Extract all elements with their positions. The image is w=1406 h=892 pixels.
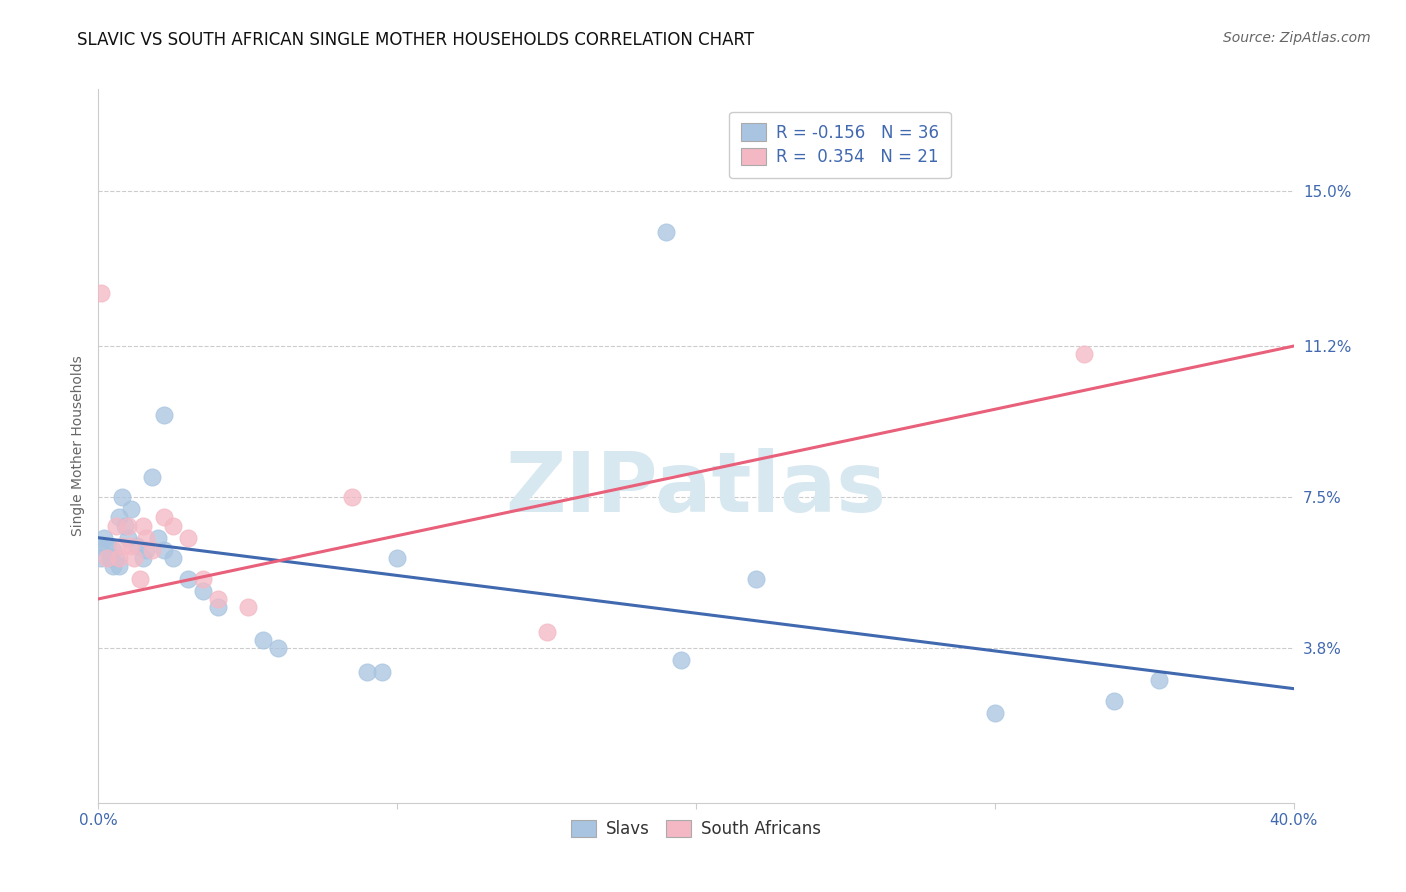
- Point: [191, 572, 214, 586]
- Point: [1104, 694, 1126, 708]
- Point: [117, 531, 139, 545]
- Point: [177, 572, 200, 586]
- Point: [207, 600, 229, 615]
- Point: [90, 539, 112, 553]
- Text: ZIPatlas: ZIPatlas: [506, 449, 886, 529]
- Point: [132, 551, 155, 566]
- Point: [120, 539, 142, 553]
- Text: SLAVIC VS SOUTH AFRICAN SINGLE MOTHER HOUSEHOLDS CORRELATION CHART: SLAVIC VS SOUTH AFRICAN SINGLE MOTHER HO…: [77, 31, 755, 49]
- Point: [96, 551, 118, 566]
- Point: [162, 551, 184, 566]
- Point: [98, 551, 122, 566]
- Point: [90, 286, 112, 301]
- Point: [127, 539, 149, 553]
- Point: [385, 551, 409, 566]
- Point: [148, 531, 170, 545]
- Point: [129, 572, 152, 586]
- Point: [124, 551, 146, 566]
- Point: [669, 653, 692, 667]
- Legend: Slavs, South Africans: Slavs, South Africans: [564, 813, 828, 845]
- Point: [1147, 673, 1170, 688]
- Point: [96, 539, 118, 553]
- Point: [120, 502, 142, 516]
- Text: Source: ZipAtlas.com: Source: ZipAtlas.com: [1223, 31, 1371, 45]
- Point: [117, 518, 139, 533]
- Point: [132, 518, 155, 533]
- Point: [105, 551, 128, 566]
- Point: [111, 490, 134, 504]
- Point: [135, 531, 157, 545]
- Point: [93, 531, 115, 545]
- Point: [267, 640, 290, 655]
- Point: [177, 531, 200, 545]
- Point: [105, 518, 128, 533]
- Point: [1073, 347, 1095, 361]
- Point: [207, 591, 229, 606]
- Point: [153, 543, 176, 558]
- Point: [162, 518, 184, 533]
- Point: [103, 559, 125, 574]
- Point: [984, 706, 1007, 720]
- Y-axis label: Single Mother Households: Single Mother Households: [70, 356, 84, 536]
- Point: [342, 490, 364, 504]
- Point: [108, 559, 131, 574]
- Point: [103, 543, 125, 558]
- Point: [356, 665, 378, 680]
- Point: [536, 624, 558, 639]
- Point: [371, 665, 394, 680]
- Point: [141, 469, 163, 483]
- Point: [90, 551, 112, 566]
- Point: [153, 409, 176, 423]
- Point: [114, 518, 136, 533]
- Point: [111, 539, 134, 553]
- Point: [191, 583, 214, 598]
- Point: [108, 510, 131, 524]
- Point: [108, 551, 131, 566]
- Point: [153, 510, 176, 524]
- Point: [236, 600, 259, 615]
- Point: [141, 543, 163, 558]
- Point: [745, 572, 768, 586]
- Point: [655, 225, 678, 239]
- Point: [252, 632, 274, 647]
- Point: [135, 543, 157, 558]
